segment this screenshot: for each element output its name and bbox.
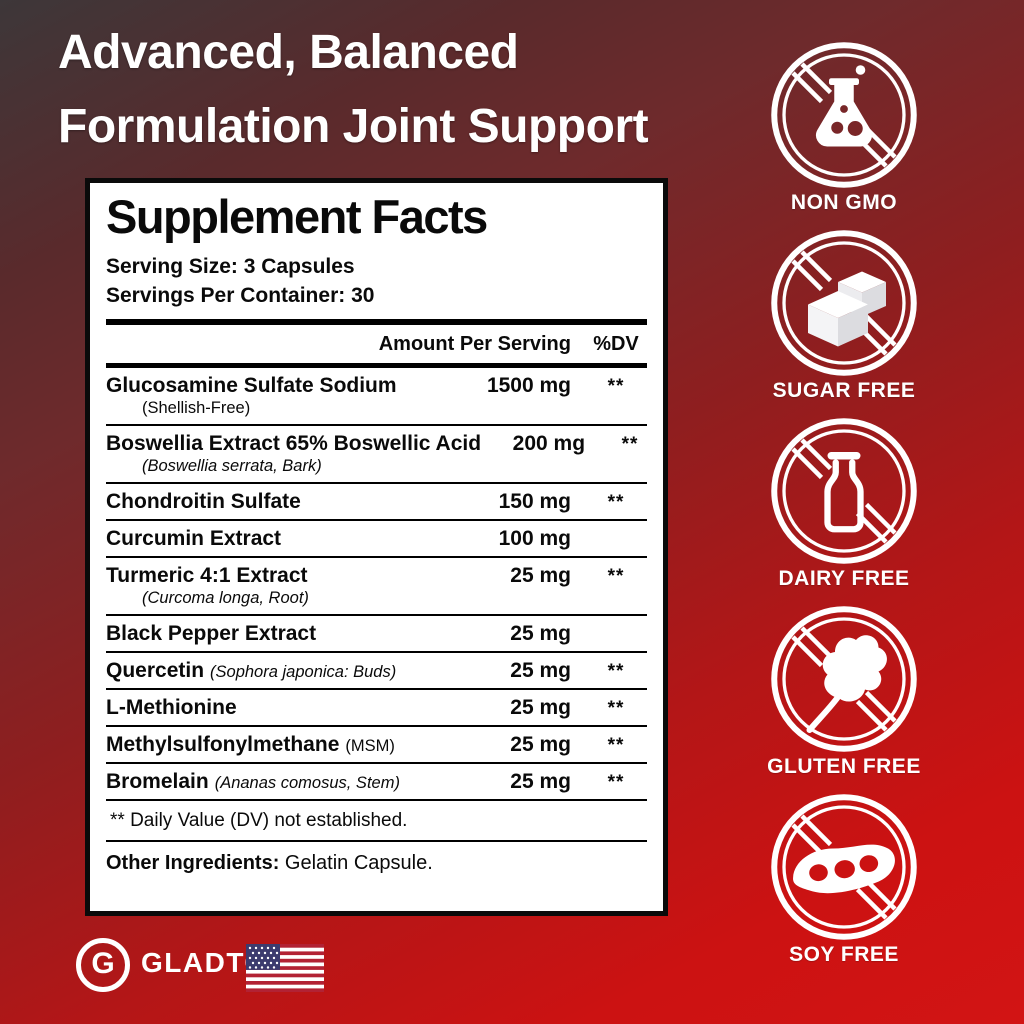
ingredient-dv: ** [621,434,639,455]
ingredient-subtext: (Shellish-Free) [142,399,251,417]
ingredient-amount: 1500 mg [486,374,571,397]
ingredient-amount: 25 mg [510,622,571,645]
ingredient-amount: 25 mg [510,770,571,793]
servings-per-container: Servings Per Container: 30 [106,284,375,307]
ingredient-dv: ** [607,492,625,513]
no-milk-bottle-icon [771,418,917,564]
ingredient-name: Chondroitin Sulfate [106,490,301,513]
serving-size: Serving Size: 3 Capsules [106,255,355,278]
divider [106,363,647,368]
no-soybean-icon [771,794,917,940]
page-title-line2: Formulation Joint Support [58,100,649,153]
ingredient-dv [585,527,647,529]
ingredient-subtext: (Boswellia serrata, Bark) [142,457,322,475]
page-title-line1: Advanced, Balanced [58,26,519,79]
no-flask-icon [771,42,917,188]
ingredient-amount: 150 mg [498,490,571,513]
ingredient-name: Glucosamine Sulfate Sodium [106,374,397,397]
badge-label: GLUTEN FREE [767,755,921,778]
table-header: Amount Per Serving %DV [106,325,647,363]
ingredient-amount: 25 mg [510,564,571,587]
amount-column-header: Amount Per Serving [378,333,571,355]
daily-value-footnote: ** Daily Value (DV) not established. [106,801,647,842]
ingredient-amount: 25 mg [510,659,571,682]
ingredient-amount: 25 mg [510,733,571,756]
badge-label: SUGAR FREE [772,379,916,402]
ingredient-name: Curcumin Extract [106,527,282,550]
badge-label: DAIRY FREE [778,567,910,590]
badge-dairy-free: DAIRY FREE [769,416,919,591]
table-row: Bromelain (Ananas comosus, Stem) 25 mg ** [106,764,647,801]
badge-sugar-free: SUGAR FREE [769,228,919,403]
usa-flag-icon [246,944,324,992]
no-wheat-leaf-icon [771,606,917,752]
table-row: L-Methionine 25 mg ** [106,690,647,727]
other-ingredients: Other Ingredients: Gelatin Capsule. [106,842,647,883]
badge-gluten-free: GLUTEN FREE [767,604,921,779]
supplement-facts-panel: Supplement Facts Serving Size: 3 Capsule… [85,178,668,916]
badge-label: SOY FREE [789,943,899,966]
brand-logo: G [76,938,130,992]
ingredient-name: Turmeric 4:1 Extract [106,564,308,587]
ingredient-name: Bromelain [106,770,209,793]
ingredient-name: Quercetin [106,659,205,682]
table-row: Boswellia Extract 65% Boswellic Acid (Bo… [106,426,647,484]
ingredient-dv: ** [607,566,625,587]
table-row: Quercetin (Sophora japonica: Buds) 25 mg … [106,653,647,690]
table-row: Black Pepper Extract 25 mg [106,616,647,653]
badge-column: NON GMO SUGAR FREE [766,40,922,980]
ingredient-dv: ** [607,735,625,756]
table-row: Turmeric 4:1 Extract (Curcoma longa, Roo… [106,558,647,616]
table-row: Curcumin Extract 100 mg [106,521,647,558]
ingredient-name: L-Methionine [106,696,237,719]
supplement-facts-title: Supplement Facts [106,190,488,243]
ingredient-amount: 25 mg [510,696,571,719]
no-sugar-cubes-icon [771,230,917,376]
ingredient-dv: ** [607,698,625,719]
ingredient-subtext: (Ananas comosus, Stem) [214,774,400,792]
ingredient-name: Boswellia Extract 65% Boswellic Acid [106,432,482,455]
page-title: Advanced, Balanced Formulation Joint Sup… [58,16,649,164]
ingredient-dv: ** [607,661,625,682]
brand-logo-letter: G [91,947,115,980]
ingredient-subtext: (Curcoma longa, Root) [142,589,309,607]
other-ingredients-value: Gelatin Capsule. [284,852,433,874]
ingredient-subtext: (Sophora japonica: Buds) [210,663,397,681]
badge-soy-free: SOY FREE [769,792,919,967]
badge-label: NON GMO [790,191,898,214]
dv-column-header: %DV [593,333,639,355]
table-row: Glucosamine Sulfate Sodium (Shellish-Fre… [106,368,647,426]
ingredient-amount: 100 mg [498,527,571,550]
ingredient-name: Methylsulfonylmethane [106,733,340,756]
ingredient-dv [585,622,647,624]
ingredient-subtext: (MSM) [345,737,395,755]
ingredient-dv: ** [607,772,625,793]
divider [106,319,647,325]
badge-non-gmo: NON GMO [769,40,919,215]
ingredient-dv: ** [607,376,625,397]
ingredient-amount: 200 mg [512,432,586,455]
table-row: Chondroitin Sulfate 150 mg ** [106,484,647,521]
other-ingredients-label: Other Ingredients: [106,852,280,874]
table-row: Methylsulfonylmethane (MSM) 25 mg ** [106,727,647,764]
ingredient-name: Black Pepper Extract [106,622,317,645]
